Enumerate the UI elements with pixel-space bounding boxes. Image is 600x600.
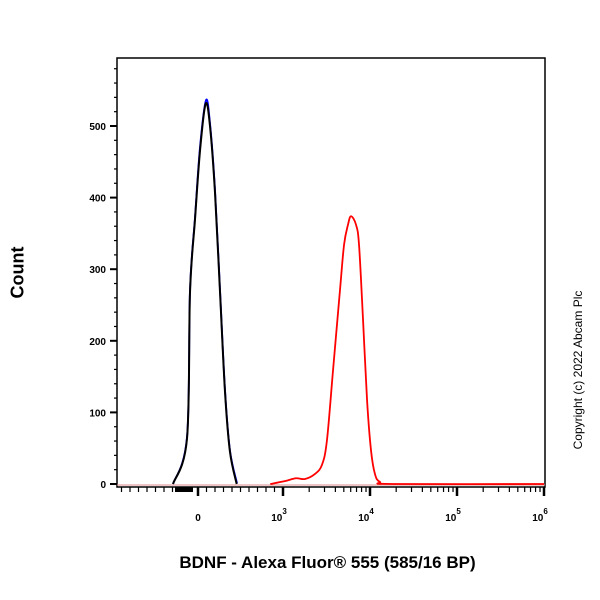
x-tick-base: 10 [358,513,370,524]
x-tick-base: 10 [445,513,457,524]
x-zero-tick-cluster [175,487,193,492]
x-tick-base: 10 [532,513,544,524]
plot-frame [116,57,546,488]
y-tick-label: 0 [100,480,106,491]
x-tick-exponent: 3 [282,507,287,516]
copyright-watermark: Copyright (c) 2022 Abcam Plc [571,290,585,450]
x-tick-label: 104 [358,507,374,524]
y-tick-label: 100 [89,408,106,419]
y-tick-label: 400 [89,194,106,205]
y-axis-label: Count [7,246,28,299]
histogram-series-2 [270,215,545,486]
x-tick-label: 103 [271,507,287,524]
y-tick-label: 200 [89,337,106,348]
y-tick-label: 300 [89,265,106,276]
x-tick-label: 0 [195,513,201,524]
x-axis-label: BDNF - Alexa Fluor® 555 (585/16 BP) [179,553,476,572]
histogram-series-1 [172,101,238,485]
x-tick-exponent: 4 [369,507,374,516]
x-tick-label: 105 [445,507,461,524]
x-tick-exponent: 5 [456,507,461,516]
y-tick-label: 500 [89,122,106,133]
x-tick-exponent: 6 [543,507,548,516]
x-tick-base: 0 [195,513,201,524]
x-tick-label: 106 [532,507,548,524]
x-tick-base: 10 [271,513,283,524]
